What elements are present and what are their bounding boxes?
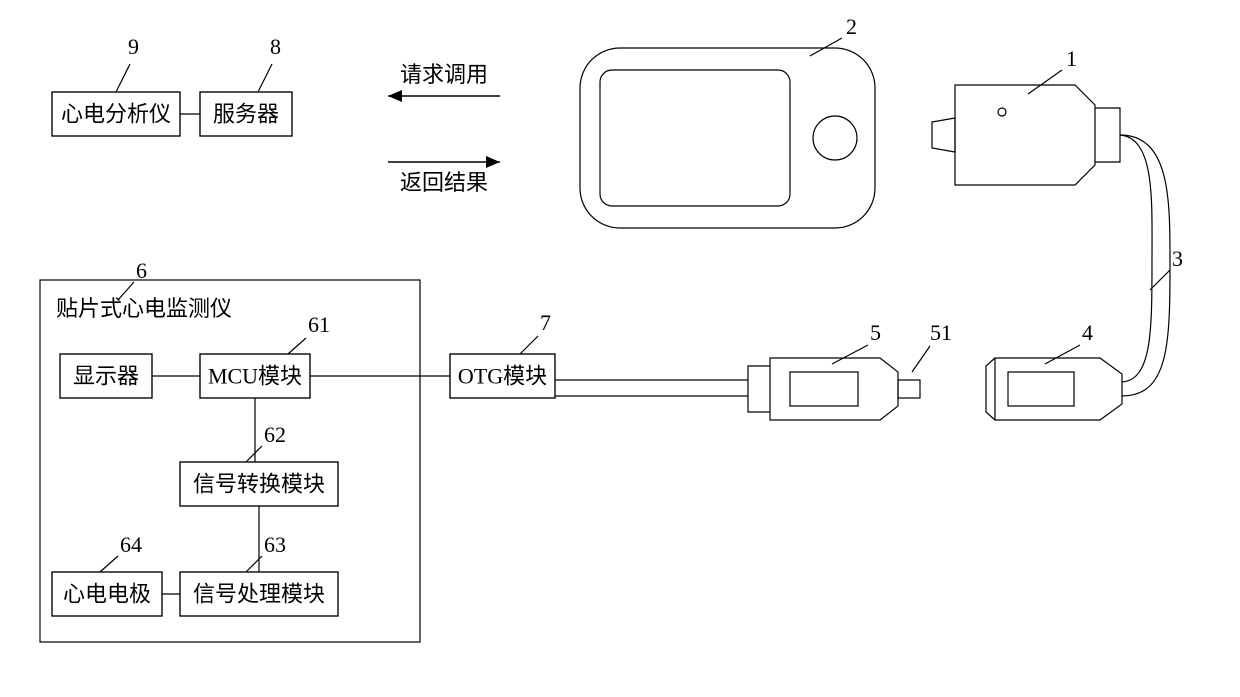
ecg-analyzer-box: 心电分析仪 — [52, 92, 180, 136]
label-2: 2 — [846, 14, 857, 39]
label-6: 6 — [136, 258, 147, 283]
sig-process-box: 信号处理模块 — [180, 572, 338, 616]
device-body — [580, 48, 875, 228]
label-63: 63 — [264, 532, 286, 557]
label-1: 1 — [1066, 46, 1077, 71]
svg-text:信号转换模块: 信号转换模块 — [193, 472, 325, 497]
device-button — [813, 116, 857, 160]
label-64: 64 — [120, 532, 142, 557]
label-3: 3 — [1172, 246, 1183, 271]
usb-socket-4 — [986, 358, 1122, 420]
request-label: 请求调用 — [400, 62, 488, 87]
svg-text:显示器: 显示器 — [73, 364, 139, 389]
cable-3 — [1120, 135, 1170, 396]
patch-group-title: 贴片式心电监测仪 — [56, 296, 232, 321]
return-arrow — [388, 156, 500, 168]
server-box: 服务器 — [200, 92, 292, 136]
label-5: 5 — [870, 320, 881, 345]
label-62: 62 — [264, 422, 286, 447]
return-label: 返回结果 — [400, 170, 488, 195]
label-9: 9 — [128, 34, 139, 59]
usb-tip-51 — [898, 380, 920, 398]
label-4: 4 — [1082, 320, 1093, 345]
svg-text:心电分析仪: 心电分析仪 — [61, 102, 171, 127]
svg-text:OTG模块: OTG模块 — [458, 364, 547, 389]
label-8: 8 — [270, 34, 281, 59]
usb-plug-1 — [932, 85, 1120, 185]
svg-text:信号处理模块: 信号处理模块 — [193, 582, 325, 607]
usb-plug-5 — [748, 358, 920, 420]
mcu-box: MCU模块 — [200, 354, 310, 398]
ecg-electrode-box: 心电电极 — [52, 572, 162, 616]
label-61: 61 — [308, 312, 330, 337]
svg-text:心电电极: 心电电极 — [63, 582, 151, 607]
sig-convert-box: 信号转换模块 — [180, 462, 338, 506]
otg-box: OTG模块 — [450, 354, 555, 398]
svg-text:MCU模块: MCU模块 — [208, 364, 302, 389]
request-arrow — [388, 90, 500, 102]
label-51: 51 — [930, 320, 952, 345]
svg-text:服务器: 服务器 — [213, 102, 279, 127]
device-screen — [600, 70, 790, 206]
display-box: 显示器 — [60, 354, 152, 398]
label-7: 7 — [540, 310, 551, 335]
